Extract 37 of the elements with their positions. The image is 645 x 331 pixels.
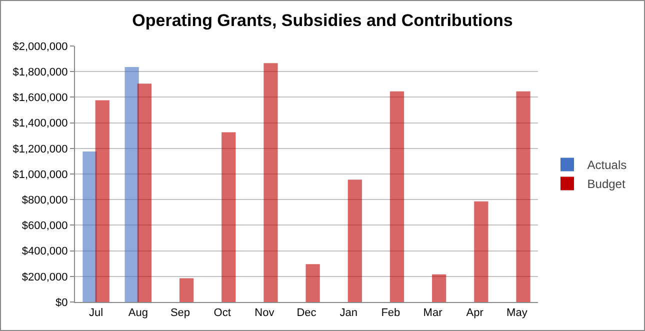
x-tick-label: Apr — [466, 307, 484, 320]
bar — [222, 132, 236, 302]
bar — [264, 63, 278, 302]
x-tick-label: Dec — [296, 307, 317, 320]
y-tick-label: $200,000 — [22, 271, 68, 284]
x-tick-label: Oct — [214, 307, 231, 320]
y-tick-label: $1,000,000 — [12, 168, 68, 181]
x-tick-label: Aug — [128, 307, 148, 320]
y-tick-label: $800,000 — [22, 194, 68, 206]
bar — [82, 151, 97, 302]
y-tick-label: $1,400,000 — [12, 118, 68, 130]
y-tick-label: $600,000 — [22, 220, 68, 232]
bar — [390, 91, 404, 302]
x-tick-label: Nov — [254, 307, 275, 320]
legend-label: Actuals — [587, 158, 627, 172]
y-tick-label: $2,000,000 — [12, 40, 68, 53]
chart-title: Operating Grants, Subsidies and Contributions — [132, 11, 513, 30]
x-tick-label: May — [506, 307, 528, 320]
y-tick-label: $400,000 — [22, 246, 68, 258]
bar — [306, 264, 320, 302]
y-tick-label: $1,600,000 — [12, 92, 68, 104]
bar — [432, 274, 446, 302]
y-tick-label: $1,200,000 — [12, 143, 68, 156]
y-tick-label: $0 — [56, 296, 68, 309]
y-tick-label: $1,800,000 — [12, 66, 68, 78]
bar — [516, 91, 530, 302]
bar — [137, 84, 152, 302]
bar — [95, 100, 110, 302]
x-tick-label: Sep — [170, 307, 190, 320]
x-tick-label: Feb — [381, 307, 400, 320]
legend-label: Budget — [587, 177, 626, 192]
x-tick-label: Jan — [340, 307, 358, 320]
x-tick-label: Mar — [423, 307, 443, 320]
x-tick-label: Jul — [89, 307, 104, 320]
bar — [348, 180, 362, 302]
bar — [179, 278, 194, 302]
bar — [474, 201, 488, 302]
